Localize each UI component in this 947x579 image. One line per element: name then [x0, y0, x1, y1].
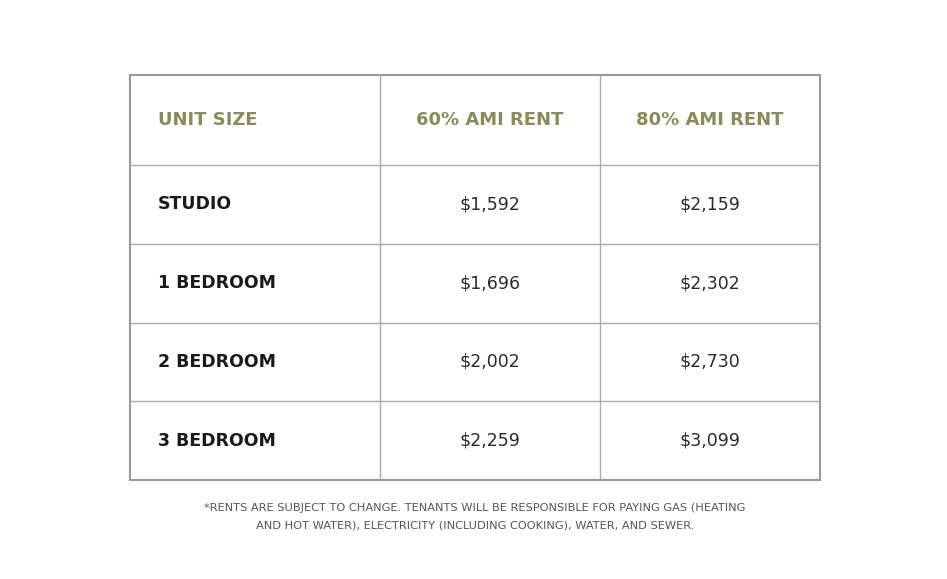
Text: $2,002: $2,002 [459, 353, 520, 371]
Text: AND HOT WATER), ELECTRICITY (INCLUDING COOKING), WATER, AND SEWER.: AND HOT WATER), ELECTRICITY (INCLUDING C… [256, 521, 694, 531]
Text: $2,302: $2,302 [680, 274, 741, 292]
Text: $1,592: $1,592 [459, 195, 521, 214]
Text: STUDIO: STUDIO [158, 195, 232, 214]
Text: 80% AMI RENT: 80% AMI RENT [636, 111, 784, 129]
Text: *RENTS ARE SUBJECT TO CHANGE. TENANTS WILL BE RESPONSIBLE FOR PAYING GAS (HEATIN: *RENTS ARE SUBJECT TO CHANGE. TENANTS WI… [205, 503, 745, 513]
Text: $3,099: $3,099 [680, 431, 741, 450]
Text: 3 BEDROOM: 3 BEDROOM [158, 431, 276, 450]
Text: UNIT SIZE: UNIT SIZE [158, 111, 258, 129]
Text: 2 BEDROOM: 2 BEDROOM [158, 353, 276, 371]
Bar [130, 75, 820, 480]
Text: $2,259: $2,259 [459, 431, 521, 450]
Text: $1,696: $1,696 [459, 274, 521, 292]
Text: 1 BEDROOM: 1 BEDROOM [158, 274, 276, 292]
Text: $2,159: $2,159 [680, 195, 741, 214]
Text: 60% AMI RENT: 60% AMI RENT [417, 111, 563, 129]
Text: $2,730: $2,730 [680, 353, 741, 371]
